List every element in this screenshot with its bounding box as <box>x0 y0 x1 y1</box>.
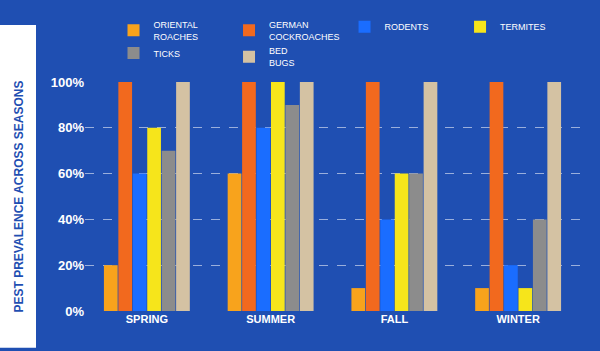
svg-text:SPRING: SPRING <box>126 313 168 325</box>
svg-text:0%: 0% <box>65 304 84 319</box>
svg-text:TERMITES: TERMITES <box>500 22 546 32</box>
svg-text:WINTER: WINTER <box>496 313 539 325</box>
svg-text:40%: 40% <box>58 212 84 227</box>
svg-text:BEDBUGS: BEDBUGS <box>269 46 295 68</box>
svg-text:100%: 100% <box>51 75 85 90</box>
svg-text:PEST PREVALENCE ACROSS SEASONS: PEST PREVALENCE ACROSS SEASONS <box>12 80 26 312</box>
svg-text:GERMANCOCKROACHES: GERMANCOCKROACHES <box>269 20 340 42</box>
svg-text:RODENTS: RODENTS <box>385 22 429 32</box>
svg-text:80%: 80% <box>58 120 84 135</box>
svg-text:FALL: FALL <box>381 313 409 325</box>
svg-text:SUMMER: SUMMER <box>246 313 295 325</box>
svg-text:ORIENTALROACHES: ORIENTALROACHES <box>154 20 199 42</box>
svg-text:60%: 60% <box>58 166 84 181</box>
svg-text:20%: 20% <box>58 258 84 273</box>
svg-text:TICKS: TICKS <box>154 49 181 59</box>
